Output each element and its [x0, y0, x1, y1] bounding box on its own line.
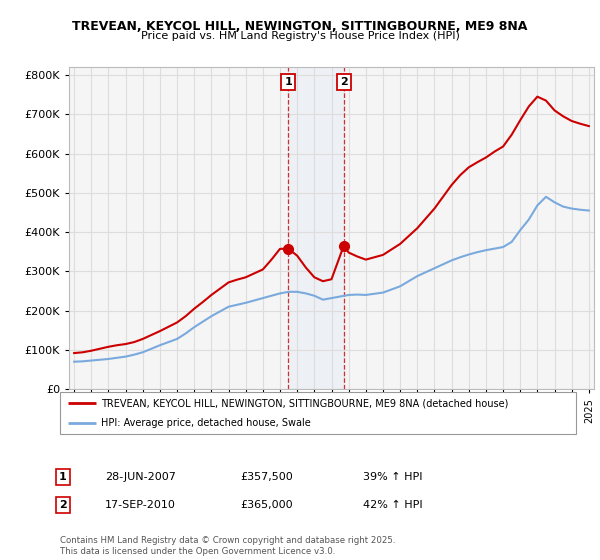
Text: 28-JUN-2007: 28-JUN-2007 [105, 472, 176, 482]
Text: Contains HM Land Registry data © Crown copyright and database right 2025.
This d: Contains HM Land Registry data © Crown c… [60, 536, 395, 556]
Text: TREVEAN, KEYCOL HILL, NEWINGTON, SITTINGBOURNE, ME9 8NA (detached house): TREVEAN, KEYCOL HILL, NEWINGTON, SITTING… [101, 398, 509, 408]
Text: 2: 2 [59, 500, 67, 510]
Text: 17-SEP-2010: 17-SEP-2010 [105, 500, 176, 510]
Text: HPI: Average price, detached house, Swale: HPI: Average price, detached house, Swal… [101, 418, 311, 428]
FancyBboxPatch shape [60, 392, 576, 434]
Text: Price paid vs. HM Land Registry's House Price Index (HPI): Price paid vs. HM Land Registry's House … [140, 31, 460, 41]
Text: 2: 2 [340, 77, 347, 87]
Text: £365,000: £365,000 [240, 500, 293, 510]
Text: TREVEAN, KEYCOL HILL, NEWINGTON, SITTINGBOURNE, ME9 8NA: TREVEAN, KEYCOL HILL, NEWINGTON, SITTING… [73, 20, 527, 32]
Text: 1: 1 [59, 472, 67, 482]
Text: 42% ↑ HPI: 42% ↑ HPI [363, 500, 422, 510]
Text: £357,500: £357,500 [240, 472, 293, 482]
Bar [289, 67, 344, 389]
Text: 1: 1 [284, 77, 292, 87]
Text: 39% ↑ HPI: 39% ↑ HPI [363, 472, 422, 482]
